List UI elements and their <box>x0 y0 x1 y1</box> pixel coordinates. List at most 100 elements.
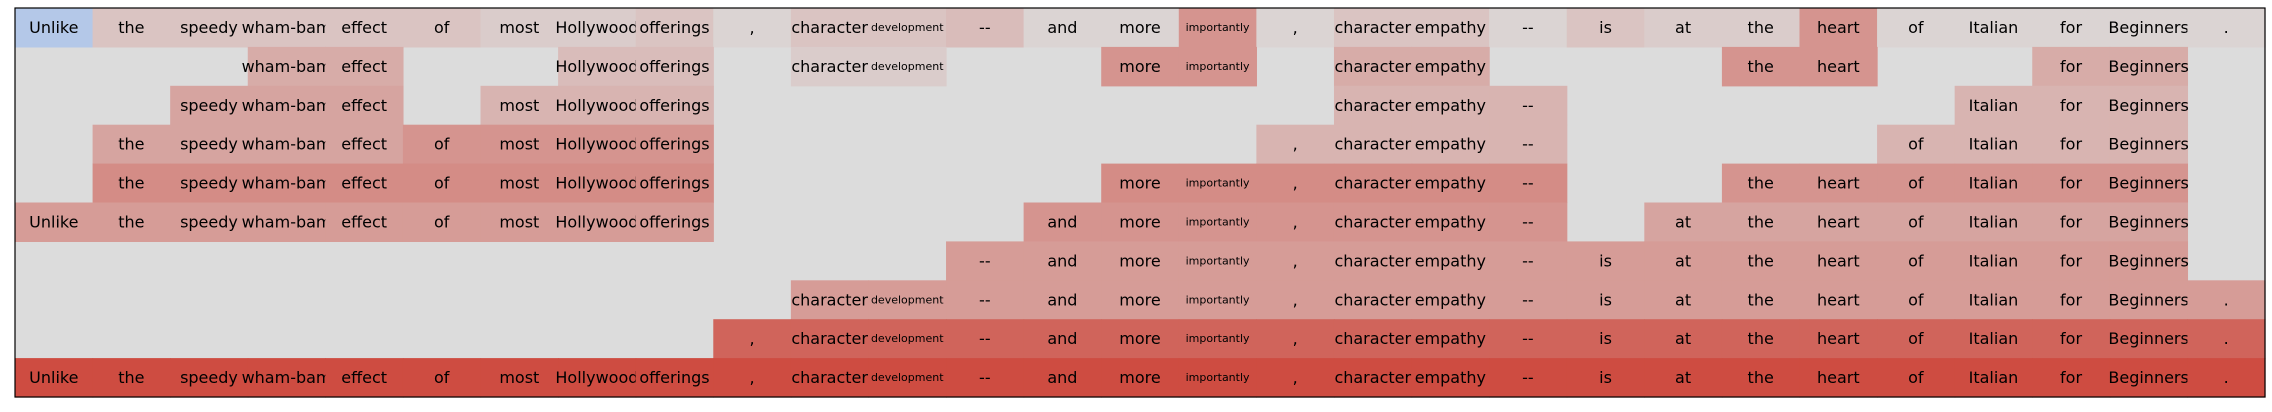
token-label: wham-bam <box>242 368 332 387</box>
token-label: the <box>1748 290 1774 309</box>
heatmap-cell <box>1877 280 1956 320</box>
token-label: -- <box>1522 212 1534 231</box>
token-label: Unlike <box>29 212 78 231</box>
heatmap-cell <box>946 280 1025 320</box>
heatmap-cell <box>2032 85 2111 126</box>
heatmap-cell <box>790 280 870 320</box>
heatmap-cell <box>946 8 1025 48</box>
heatmap-cell <box>402 202 482 242</box>
token-label: for <box>2060 290 2082 309</box>
heatmap-cell <box>92 163 171 204</box>
heatmap-cell <box>790 8 870 48</box>
heatmap-cell <box>1489 358 1568 398</box>
token-label: the <box>118 135 144 154</box>
heatmap-cell <box>1101 241 1180 281</box>
token-label: speedy <box>180 135 238 154</box>
heatmap-cell <box>2109 163 2189 204</box>
heatmap-cell <box>1799 319 1878 359</box>
token-label: character <box>1334 135 1411 154</box>
heatmap-cell <box>1721 163 1801 204</box>
token-label: speedy <box>180 368 238 387</box>
token-label: more <box>1119 329 1160 348</box>
heatmap-cell <box>1256 358 1335 398</box>
token-label: more <box>1119 57 1160 76</box>
token-label: Hollywood <box>555 135 638 154</box>
heatmap-cell <box>1023 319 1102 359</box>
heatmap-cell <box>1799 46 1878 87</box>
heatmap-row: speedy wham-bam effect most Hollywood offerin… <box>170 85 2189 126</box>
heatmap-cell <box>1101 8 1180 48</box>
token-label: empathy <box>1415 57 1486 76</box>
heatmap-cell <box>790 358 870 398</box>
heatmap-cell <box>2187 280 2266 320</box>
heatmap-cell <box>1877 202 1956 242</box>
heatmap-cell <box>946 241 1025 281</box>
token-label: development <box>871 21 944 34</box>
token-label: is <box>1599 18 1612 37</box>
heatmap-cell <box>1333 85 1413 126</box>
heatmap-cell <box>1411 319 1490 359</box>
heatmap-cell <box>1333 46 1413 87</box>
heatmap-cell <box>1644 8 1723 48</box>
heatmap-cell <box>1954 163 2033 204</box>
token-label: speedy <box>180 96 238 115</box>
heatmap-cell <box>1333 241 1413 281</box>
token-label: -- <box>1522 368 1534 387</box>
heatmap-cell <box>1877 319 1956 359</box>
token-label: at <box>1675 329 1691 348</box>
token-label: -- <box>979 329 991 348</box>
heatmap-cell <box>868 8 947 48</box>
token-label: effect <box>341 212 387 231</box>
token-label: of <box>1908 290 1924 309</box>
token-label: wham-bam <box>242 96 332 115</box>
heatmap-cell <box>15 358 94 398</box>
heatmap-cell <box>2032 241 2111 281</box>
heatmap-cell <box>170 358 249 398</box>
token-label: of <box>434 212 450 231</box>
token-label: the <box>1748 368 1774 387</box>
heatmap-cell <box>1333 202 1413 242</box>
token-label: effect <box>341 18 387 37</box>
heatmap-cell <box>635 46 714 87</box>
heatmap-cell <box>2187 358 2266 398</box>
heatmap-cell <box>1489 8 1568 48</box>
heatmap-cell <box>713 8 792 48</box>
token-label: -- <box>1522 290 1534 309</box>
heatmap-cell <box>325 85 404 126</box>
token-label: , <box>750 18 755 37</box>
token-label: Unlike <box>29 368 78 387</box>
heatmap-cell <box>2032 358 2111 398</box>
token-label: importantly <box>1186 293 1250 306</box>
heatmap-cell <box>1178 46 1257 87</box>
token-label: development <box>871 332 944 345</box>
token-label: importantly <box>1186 332 1250 345</box>
token-label: of <box>434 174 450 193</box>
token-label: Beginners <box>2108 212 2188 231</box>
heatmap-cell <box>247 163 326 204</box>
heatmap-row: -- and more importantly, character empathy -- i… <box>946 241 2189 281</box>
heatmap-cell <box>558 85 637 126</box>
token-label: -- <box>979 18 991 37</box>
token-label: , <box>1293 329 1298 348</box>
token-label: importantly <box>1186 177 1250 190</box>
token-label: of <box>1908 329 1924 348</box>
heatmap-cell <box>1411 124 1490 165</box>
token-label: for <box>2060 96 2082 115</box>
token-label: of <box>1908 135 1924 154</box>
heatmap-cell <box>1566 241 1645 281</box>
token-label: wham-bam <box>242 212 332 231</box>
token-label: for <box>2060 329 2082 348</box>
heatmap-row: the speedy wham-bam effect of most Hollywood of… <box>92 124 2189 165</box>
token-label: -- <box>1522 329 1534 348</box>
heatmap-cell <box>1799 358 1878 398</box>
heatmap-row: character development -- and more importantly… <box>790 280 2266 320</box>
heatmap-cell <box>1256 202 1335 242</box>
heatmap-cell <box>325 163 404 204</box>
heatmap-cell <box>247 46 326 87</box>
heatmap-cell <box>2109 8 2189 48</box>
heatmap-cell <box>402 124 482 165</box>
heatmap-cell <box>1566 280 1645 320</box>
heatmap-cell <box>325 358 404 398</box>
heatmap-cell <box>2109 46 2189 87</box>
heatmap-cell <box>170 8 249 48</box>
